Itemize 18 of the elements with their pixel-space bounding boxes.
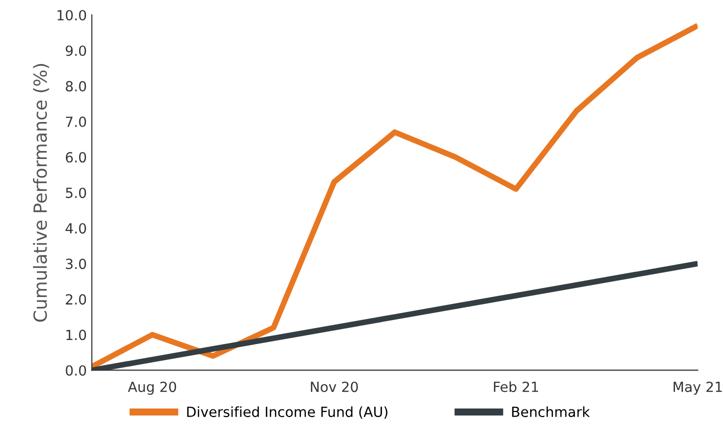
- y-tick-label: 1.0: [66, 330, 86, 340]
- x-tick-label: Feb 21: [494, 381, 538, 392]
- y-tick-label: 3.0: [66, 258, 86, 270]
- y-tick-label: 7.0: [66, 116, 86, 128]
- y-tick-label: 10.0: [58, 10, 86, 20]
- legend-label: Diversified Income Fund (AU): [187, 406, 388, 419]
- legend-label: Benchmark: [512, 406, 590, 418]
- y-tick-label: 9.0: [66, 45, 86, 56]
- y-tick-label: 4.0: [66, 223, 86, 234]
- x-tick-label: Nov 20: [310, 382, 358, 392]
- y-tick-label: 6.0: [66, 152, 86, 163]
- y-tick-label: 5.0: [66, 188, 86, 198]
- y-tick-label: 2.0: [66, 294, 86, 305]
- y-tick-label: 0.0: [66, 365, 86, 376]
- x-tick-label: Aug 20: [128, 382, 176, 395]
- x-tick-label: May 21: [674, 382, 722, 395]
- y-tick-label: 8.0: [66, 80, 86, 92]
- y-axis-title: Cumulative Performance (%): [33, 64, 50, 322]
